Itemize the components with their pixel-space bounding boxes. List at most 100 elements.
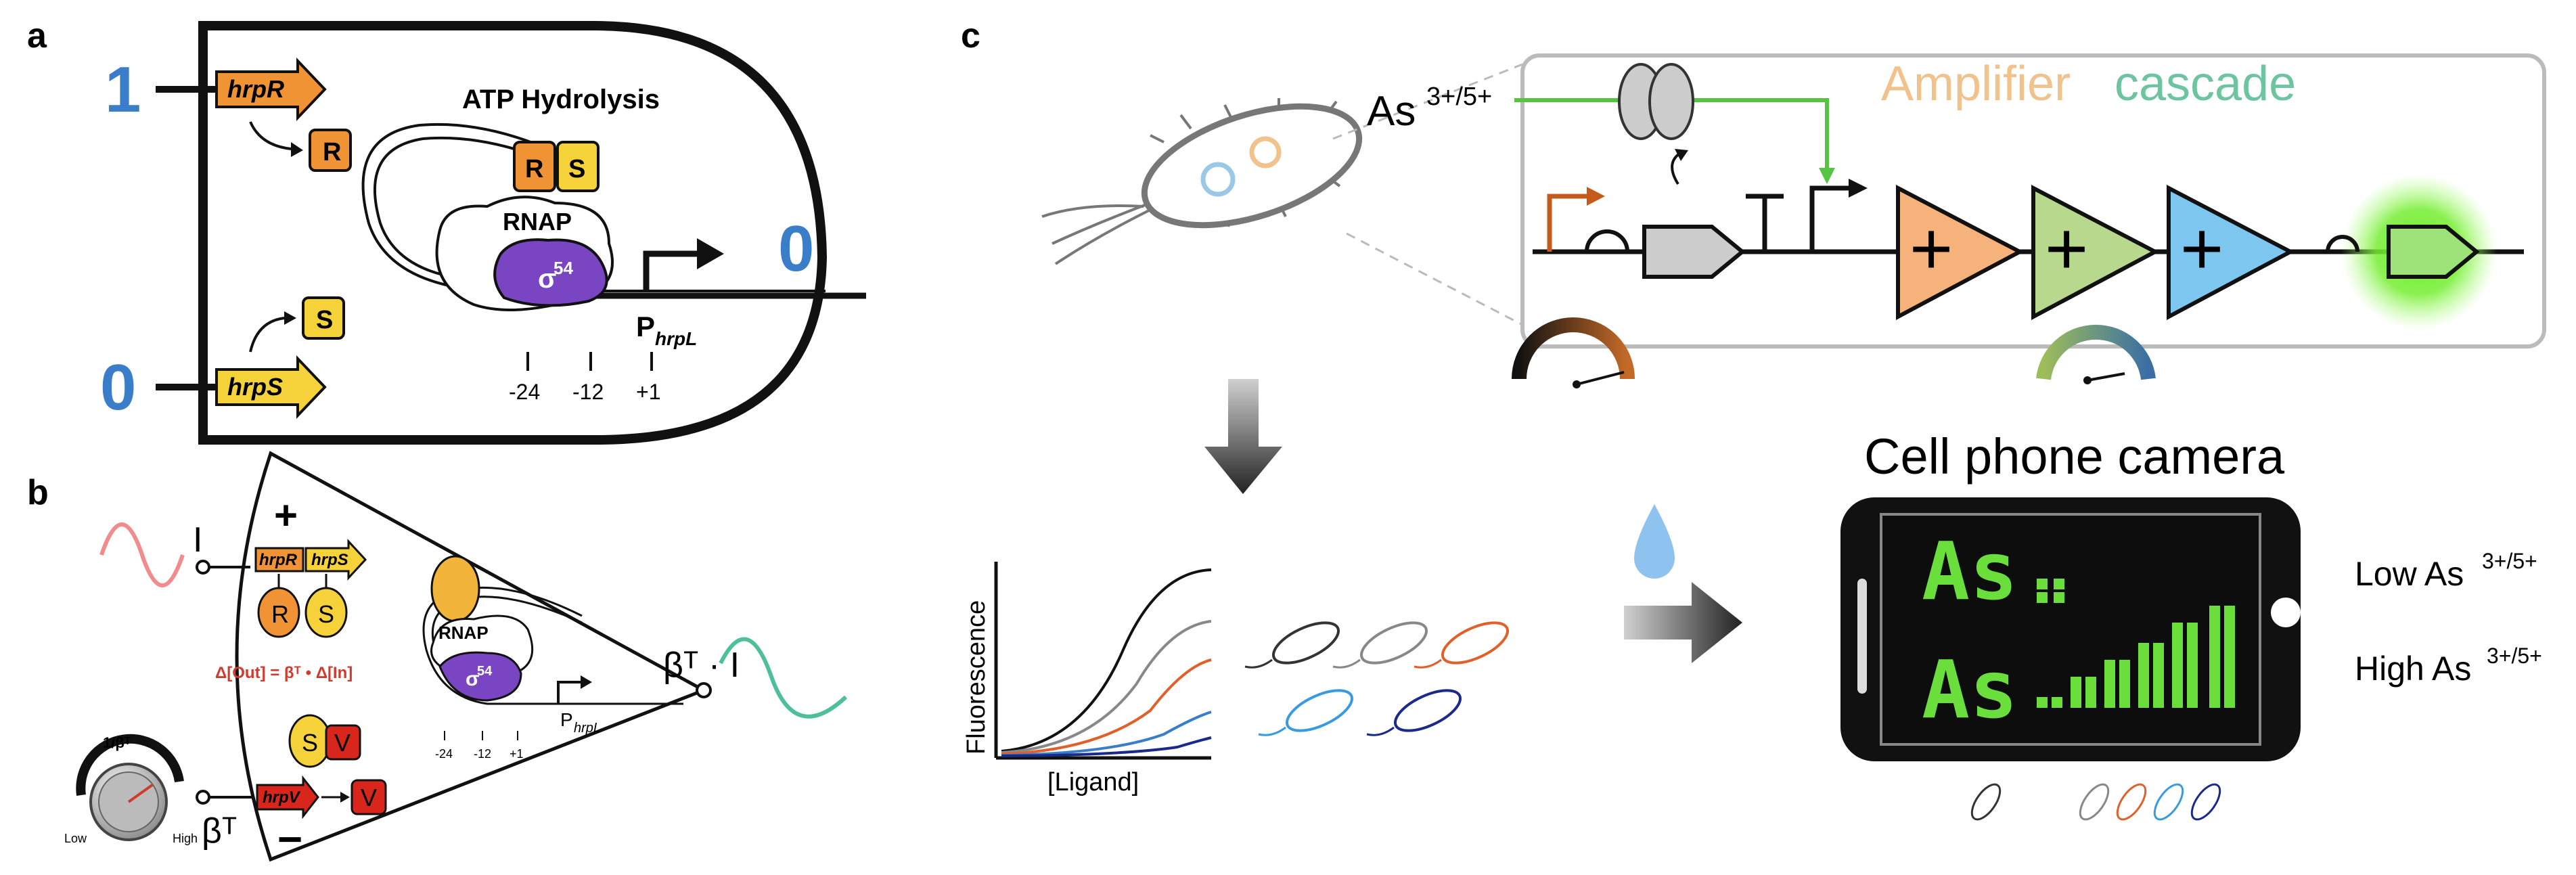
b-sv-s-label: S (302, 729, 318, 757)
panel-a-cell-outline (198, 21, 828, 445)
atp-hydrolysis-label: ATP Hydrolysis (462, 85, 660, 114)
phone-bacteria (1970, 783, 2221, 821)
high-label: High As (2355, 650, 2471, 688)
protein-r-label: R (323, 138, 341, 166)
gauge-left-needle (1576, 371, 1625, 386)
b-pos-24: -24 (435, 747, 453, 761)
rbs-2 (2326, 235, 2359, 252)
circuit-box (1520, 53, 2546, 349)
hrpR-arrowhead (291, 142, 303, 157)
repressor-arrowhead (1675, 149, 1688, 161)
screen-text-low: As (1922, 524, 2018, 618)
sigma54-symbol: σ (538, 264, 556, 294)
gauge-right (2036, 324, 2156, 380)
b-rs-complex (430, 555, 480, 623)
arsenic-label: As (1367, 88, 1416, 135)
repressor-right (1648, 63, 1694, 140)
amplifier-1 (1896, 185, 2025, 320)
b-sv-v-label: V (334, 729, 351, 757)
sigma54-sup: 54 (553, 258, 573, 278)
input-top-value: 1 (105, 53, 141, 126)
orange-promoter-arrowhead (1587, 187, 1605, 206)
repressor-gene (1642, 225, 1746, 279)
amplifier-word: Amplifier (1881, 57, 2071, 111)
knob-needle (127, 784, 154, 803)
b-hrpS-gene (304, 539, 367, 581)
bacterium-main (1041, 98, 1363, 265)
protein-s-label: S (316, 306, 333, 334)
hrpS-gene (215, 355, 327, 419)
pos-24: -24 (509, 380, 540, 404)
b-sigma-sup: 54 (477, 664, 493, 679)
ars-promoter-arrowhead (1849, 179, 1868, 198)
panel-b: b I + hrpR hrpS R S Δ[Out] = βᵀ • Δ[In] … (27, 451, 848, 863)
phone-title: Cell phone camera (1864, 428, 2285, 485)
cascade-word: cascade (2115, 57, 2296, 111)
b-dna-loop (422, 586, 683, 705)
low-label: Low As (2355, 555, 2464, 593)
phone-home-button (2271, 598, 2301, 627)
b-hrpR-gene (254, 547, 304, 573)
protein-r (309, 129, 352, 172)
pos-1: +1 (636, 380, 660, 404)
promoter-arrowhead (697, 238, 724, 269)
b-pos-12: -12 (474, 747, 491, 761)
bacteria-cluster (1244, 621, 1510, 736)
amplifier-3 (2167, 185, 2295, 320)
dna-loop-outer (361, 122, 826, 292)
b-protein-s (304, 587, 348, 638)
b-sv-v (325, 724, 361, 761)
hrpR-gene-label: hrpR (227, 75, 284, 103)
knob-high: High (173, 832, 198, 845)
low-sup: 3+/5+ (2482, 549, 2537, 573)
pos-12: -12 (572, 380, 604, 404)
output-wave (719, 637, 848, 719)
gauge-right-pivot (2083, 376, 2092, 384)
curve-black (1001, 568, 1212, 753)
panel-a: a 1 0 hrpR R hrpS S ATP Hydrolysis R S R (27, 16, 866, 445)
b-protein-s-label: S (318, 600, 334, 628)
gauge-left (1512, 317, 1635, 380)
b-pos-1: +1 (510, 747, 524, 761)
b-promoter-arrow (557, 681, 582, 704)
right-arrow (1624, 582, 1742, 663)
panel-a-letter: a (27, 16, 47, 55)
b-sigma54 (438, 651, 522, 702)
knob-label: 1/βᵀ (103, 734, 131, 751)
amplifier-1-sign: + (1910, 207, 1953, 290)
promoter-sub: hrpL (655, 328, 697, 349)
complex-r-label: R (525, 155, 543, 183)
rbs-1 (1585, 229, 1629, 252)
b-v-arrowhead (340, 792, 350, 803)
b-protein-r-label: R (271, 600, 289, 628)
zoom-line-bottom (1346, 232, 1523, 326)
dose-response-chart: Fluorescence [Ligand] (962, 562, 1212, 797)
protein-s (302, 296, 345, 340)
input-i-node (196, 560, 210, 575)
input-wave (99, 522, 185, 587)
gauge-right-needle (2087, 372, 2125, 382)
minus-sign: − (277, 815, 302, 863)
promoter-label: P (636, 311, 655, 342)
b-hrpV-label: hrpV (263, 788, 301, 807)
chart-x-label: [Ligand] (1047, 768, 1139, 797)
down-arrow (1204, 379, 1282, 494)
b-protein-v (351, 779, 387, 815)
b-promoter-sub: hrpL (574, 721, 601, 736)
b-promoter-label: P (560, 709, 573, 730)
output-value: 0 (778, 212, 814, 285)
beta-input-label: βᵀ (202, 811, 237, 851)
b-promoter-arrowhead (581, 675, 592, 689)
screen-dots-low (2037, 579, 2064, 603)
chart-y-label: Fluorescence (962, 600, 991, 755)
high-sup: 3+/5+ (2487, 644, 2542, 668)
b-hrpV-gene (256, 775, 319, 820)
sigma54-protein (493, 238, 608, 307)
orange-promoter (1547, 194, 1590, 252)
knob-arc (76, 734, 184, 796)
arsenic-signal-arrowhead (1819, 168, 1835, 184)
gauge-left-pivot (1573, 380, 1581, 388)
b-rnap-label: RNAP (438, 623, 489, 643)
knob-low: Low (64, 832, 87, 845)
